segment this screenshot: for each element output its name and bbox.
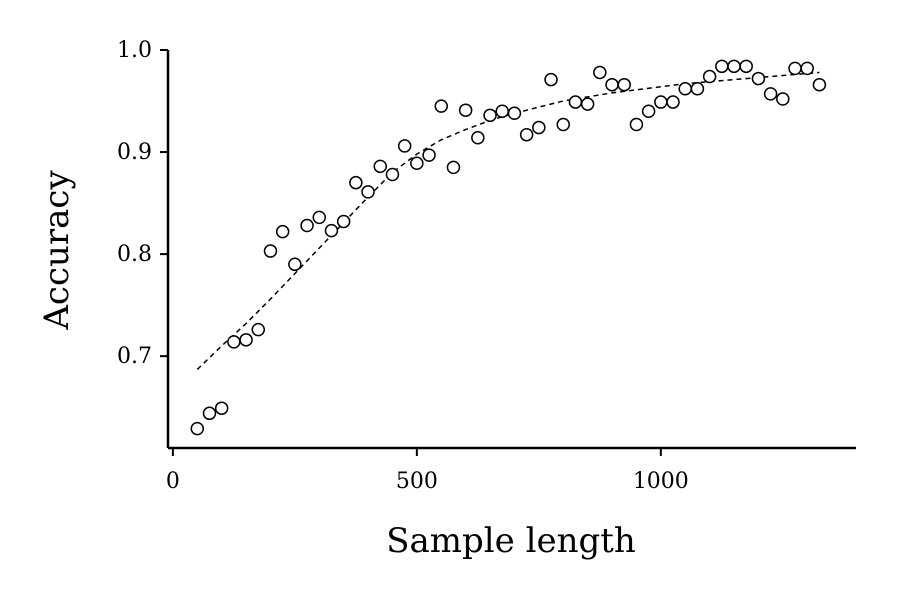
- data-point: [519, 127, 534, 142]
- data-point: [763, 87, 778, 101]
- data-point: [349, 175, 363, 190]
- data-point: [629, 117, 644, 132]
- data-point: [483, 108, 497, 123]
- data-point: [422, 148, 436, 162]
- data-points-layer: [190, 59, 827, 436]
- data-point: [361, 185, 375, 199]
- data-point: [312, 210, 327, 225]
- data-point: [788, 61, 802, 76]
- data-point: [593, 65, 607, 80]
- data-point: [702, 69, 717, 84]
- data-point: [800, 61, 814, 76]
- data-point: [458, 103, 473, 117]
- data-point: [263, 244, 278, 258]
- data-point: [580, 97, 595, 111]
- y-axis-title: Accuracy: [37, 170, 77, 331]
- data-point: [776, 92, 790, 106]
- data-point: [190, 421, 205, 436]
- x-tick-label: 0: [166, 469, 180, 494]
- data-point: [397, 139, 412, 153]
- data-point: [727, 59, 741, 74]
- data-point: [568, 95, 583, 109]
- data-point: [812, 77, 827, 92]
- data-point: [214, 401, 229, 415]
- data-point: [471, 131, 485, 145]
- x-tick-label: 1000: [633, 469, 689, 494]
- data-point: [666, 95, 680, 109]
- data-point: [690, 82, 705, 96]
- data-point: [227, 335, 241, 349]
- data-point: [507, 106, 522, 121]
- data-point: [251, 322, 266, 337]
- data-point: [532, 120, 546, 135]
- data-point: [678, 82, 692, 96]
- data-point: [202, 406, 217, 421]
- data-point: [373, 159, 388, 174]
- y-tick-label: 0.8: [117, 242, 152, 267]
- y-tick-label: 0.7: [117, 344, 152, 369]
- data-point: [239, 333, 253, 347]
- data-point: [336, 214, 351, 229]
- data-point: [617, 77, 631, 92]
- data-point: [605, 77, 619, 92]
- x-tick-label: 500: [396, 469, 438, 494]
- data-point: [544, 72, 558, 87]
- data-point: [715, 59, 729, 74]
- x-axis-title: Sample length: [386, 521, 636, 561]
- data-point: [288, 257, 302, 272]
- data-point: [300, 218, 314, 233]
- fit-line: [196, 71, 820, 370]
- data-point: [739, 59, 753, 74]
- data-point: [556, 117, 570, 132]
- data-point: [324, 223, 339, 238]
- data-point: [641, 104, 656, 118]
- data-point: [275, 224, 290, 239]
- y-tick-label: 1.0: [117, 38, 152, 63]
- data-point: [446, 160, 461, 175]
- y-tick-label: 0.9: [117, 140, 152, 165]
- fit-line-layer: [196, 71, 820, 370]
- data-point: [434, 99, 448, 113]
- axes: 0 500 1000 0.7 0.8 0.9 1.0: [117, 38, 856, 494]
- data-point: [654, 95, 668, 109]
- data-point: [751, 71, 766, 86]
- data-point: [385, 167, 400, 182]
- data-point: [495, 104, 509, 118]
- data-point: [410, 156, 424, 171]
